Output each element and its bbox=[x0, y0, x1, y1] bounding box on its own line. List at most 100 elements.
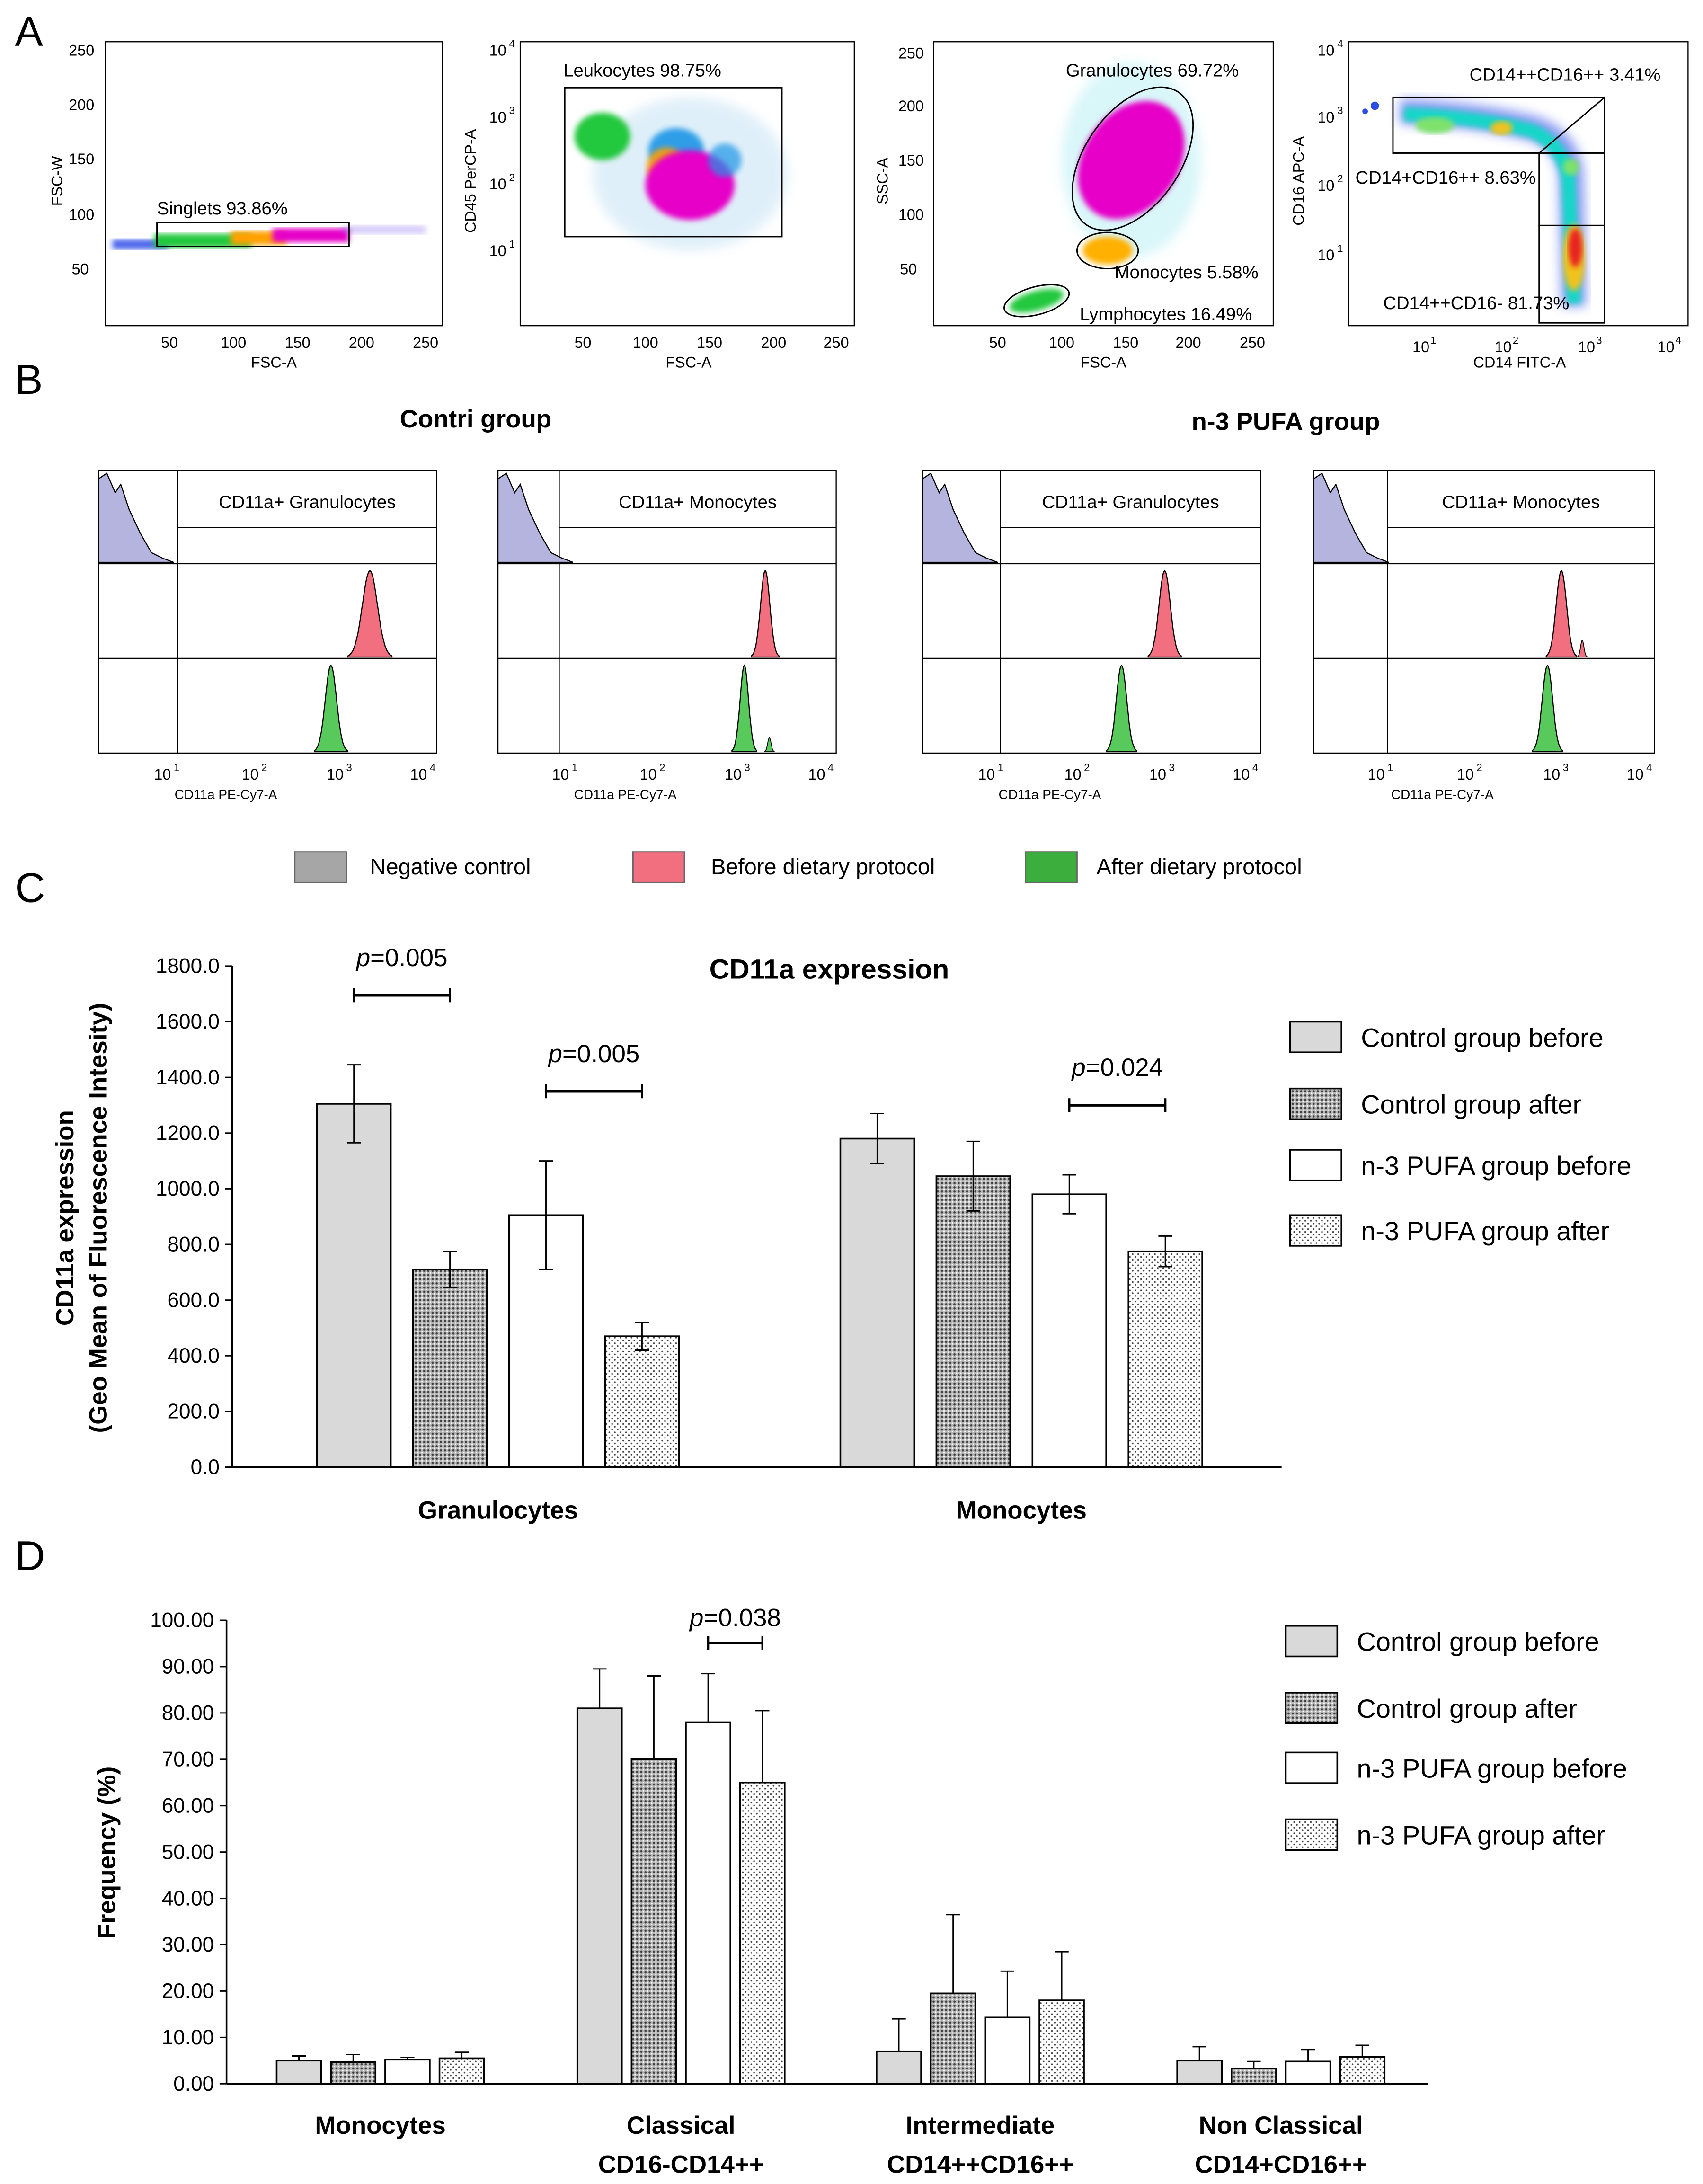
y-ticks-log: 10 4 10 3 10 2 10 1 bbox=[1317, 38, 1343, 264]
y-tick-label: 400.0 bbox=[168, 1344, 220, 1367]
histogram-title: CD11a+ Monocytes bbox=[1442, 492, 1600, 512]
bar bbox=[1176, 2060, 1223, 2085]
x-ticks-log: 10 1 10 2 10 3 10 4 bbox=[1412, 334, 1681, 355]
x-axis-label: CD14 FITC-A bbox=[1473, 354, 1566, 371]
category-label: Classical bbox=[627, 2112, 736, 2140]
legend-item: Control group before bbox=[1289, 1021, 1604, 1053]
y-tick-exp: 4 bbox=[509, 38, 515, 50]
y-tick-label: 1200.0 bbox=[156, 1121, 220, 1145]
after-histogram-peak bbox=[1106, 664, 1137, 753]
legend-label: Control group after bbox=[1357, 1694, 1577, 1723]
x-tick-base: 10 bbox=[1149, 766, 1166, 783]
y-tick: 150 bbox=[69, 151, 94, 168]
group-label-control: Contri group bbox=[400, 405, 551, 433]
p-value-label: p=0.005 bbox=[548, 1040, 640, 1068]
bar bbox=[930, 1992, 976, 2085]
gate-granulocytes bbox=[1071, 86, 1194, 231]
legend-swatch bbox=[1289, 1214, 1342, 1247]
bar bbox=[1285, 2060, 1331, 2085]
x-tick-exp: 1 bbox=[174, 762, 179, 773]
legend-item-after: After dietary protocol bbox=[1025, 851, 1302, 883]
histogram-frame bbox=[922, 470, 1261, 754]
bar bbox=[275, 2060, 322, 2085]
y-tick-base: 10 bbox=[489, 42, 506, 59]
bar bbox=[412, 1269, 488, 1468]
x-tick-exp: 4 bbox=[828, 762, 834, 773]
histogram-frame bbox=[98, 470, 437, 754]
y-tick-exp: 1 bbox=[509, 238, 515, 250]
x-tick: 200 bbox=[349, 334, 374, 351]
x-tick-base: 10 bbox=[1495, 338, 1512, 355]
x-tick-base: 10 bbox=[1368, 766, 1385, 783]
p-symbol: p bbox=[689, 1604, 703, 1632]
legend-item: Control group after bbox=[1285, 1692, 1577, 1724]
p-value: =0.005 bbox=[370, 944, 447, 972]
x-tick: 200 bbox=[761, 334, 786, 351]
bar bbox=[604, 1335, 680, 1468]
y-tick: 100 bbox=[898, 206, 924, 223]
y-tick-base: 10 bbox=[489, 109, 506, 126]
x-tick: 250 bbox=[413, 334, 438, 351]
y-tick-label: 1400.0 bbox=[156, 1066, 220, 1089]
scatter-plot-leukocytes: CD45 PerCP-A FSC-A 10 4 10 3 10 2 10 1 5… bbox=[462, 38, 855, 371]
x-tick: 150 bbox=[285, 334, 310, 351]
p-symbol: p bbox=[355, 944, 370, 972]
after-histogram-peak bbox=[731, 664, 757, 753]
x-tick-base: 10 bbox=[640, 766, 657, 783]
leukocyte-events bbox=[574, 97, 788, 251]
x-tick-exp: 3 bbox=[1169, 762, 1174, 773]
y-tick: 200 bbox=[69, 96, 94, 113]
chart-title: CD11a expression bbox=[710, 954, 949, 985]
gate-leukocytes bbox=[564, 87, 783, 238]
subset-events bbox=[1362, 98, 1587, 307]
x-tick: 100 bbox=[633, 334, 658, 351]
x-tick-exp: 1 bbox=[572, 762, 577, 773]
x-axis-label: CD11a PE-Cy7-A bbox=[574, 787, 677, 802]
histogram-frame bbox=[497, 470, 837, 754]
p-symbol: p bbox=[548, 1040, 562, 1068]
legend-swatch bbox=[294, 851, 347, 883]
negative-control-histogram bbox=[922, 472, 998, 563]
p-value: =0.024 bbox=[1086, 1054, 1163, 1082]
singlet-events bbox=[112, 225, 426, 249]
legend-label: After dietary protocol bbox=[1097, 854, 1302, 879]
legend-item-negative: Negative control bbox=[294, 851, 531, 883]
histogram-title: CD11a+ Monocytes bbox=[619, 492, 777, 512]
x-tick: 100 bbox=[1049, 334, 1074, 351]
x-tick-base: 10 bbox=[1578, 338, 1595, 355]
y-tick: 250 bbox=[898, 45, 924, 62]
x-tick-exp: 3 bbox=[346, 762, 352, 773]
y-tick-label: 80.00 bbox=[162, 1702, 214, 1725]
negative-control-histogram bbox=[98, 472, 174, 563]
p-value: =0.038 bbox=[703, 1604, 781, 1632]
legend-item: n-3 PUFA group after bbox=[1285, 1818, 1605, 1851]
x-tick-exp: 4 bbox=[1252, 762, 1258, 773]
bar bbox=[1031, 1193, 1107, 1468]
x-tick-exp: 3 bbox=[1596, 334, 1602, 346]
bar bbox=[438, 2057, 485, 2085]
legend-swatch bbox=[1025, 851, 1078, 883]
legend-label: n-3 PUFA group before bbox=[1361, 1151, 1631, 1181]
legend-item: n-3 PUFA group before bbox=[1285, 1751, 1627, 1784]
gate-singlets bbox=[156, 222, 350, 247]
population-events bbox=[1010, 62, 1201, 313]
bar bbox=[876, 2050, 922, 2085]
y-tick-base: 10 bbox=[1317, 177, 1334, 194]
y-tick: 100 bbox=[69, 206, 94, 223]
gate-label-nonclassical: CD14+CD16++ 8.63% bbox=[1356, 168, 1536, 188]
category-label: Intermediate bbox=[906, 2112, 1055, 2140]
bar bbox=[935, 1175, 1011, 1468]
x-tick-exp: 2 bbox=[1476, 762, 1482, 773]
histogram-title: CD11a+ Granulocytes bbox=[219, 492, 396, 512]
y-ticks-log: 10 4 10 3 10 2 10 1 bbox=[489, 38, 515, 259]
x-tick: 150 bbox=[1113, 334, 1138, 351]
y-tick-label: 1800.0 bbox=[156, 955, 220, 978]
y-axis-label: CD11a expression bbox=[51, 1110, 79, 1326]
y-tick-exp: 3 bbox=[1337, 105, 1343, 116]
y-tick-label: 1000.0 bbox=[156, 1177, 220, 1200]
y-tick-label: 20.00 bbox=[162, 1980, 214, 2003]
x-tick-base: 10 bbox=[808, 766, 825, 783]
x-tick: 250 bbox=[1240, 334, 1265, 351]
x-ticks: 50 100 150 200 250 bbox=[574, 334, 849, 351]
